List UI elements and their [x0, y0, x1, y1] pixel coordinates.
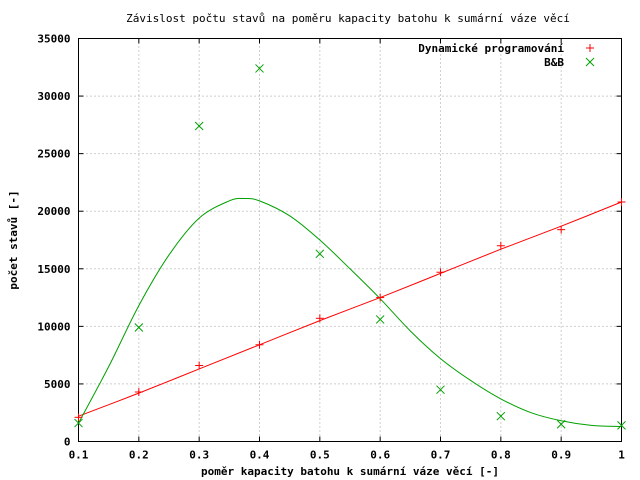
data-point-bb [255, 64, 264, 73]
fit-curve-dp [78, 201, 622, 417]
fit-curve-bb [78, 197, 622, 428]
x-tick-label: 0.7 [431, 449, 451, 462]
y-tick-label: 25000 [37, 148, 70, 161]
legend: Dynamické programování B&B [418, 42, 595, 69]
data-point-bb [315, 249, 325, 259]
marker-stroke [255, 64, 264, 73]
data-point-dp [436, 268, 445, 277]
marker-stroke [496, 411, 506, 421]
x-tick-label: 0.2 [129, 449, 149, 462]
data-point-dp [74, 413, 83, 422]
x-tick-label: 0.1 [69, 449, 89, 462]
x-tick-label: 1 [618, 449, 625, 462]
plot-frame [78, 38, 622, 442]
data-point-bb [496, 411, 506, 421]
legend-marker-glyph [586, 44, 594, 52]
x-tick-label: 0.4 [250, 449, 270, 462]
y-tick-label: 10000 [37, 320, 70, 333]
marker-stroke [194, 121, 204, 131]
data-point-bb [194, 121, 204, 131]
y-tick-label: 35000 [37, 33, 70, 46]
axis-ticks: 0.1 0.2 0.3 0.4 0.5 0.6 0.7 0.8 0.9 1 0 5000 10000 15… [37, 33, 625, 462]
data-point-dp [195, 361, 204, 370]
data-points [74, 64, 626, 430]
marker-stroke [74, 418, 83, 428]
data-point-dp [134, 387, 143, 396]
y-axis-label: počet stavů [-] [7, 190, 20, 289]
y-tick-label: 15000 [37, 263, 70, 276]
legend-marker-dp [586, 44, 594, 52]
data-point-dp [255, 340, 264, 349]
legend-marker-bb [585, 57, 595, 67]
marker-stroke [134, 323, 144, 332]
fit-curves [78, 197, 622, 428]
grid [78, 38, 622, 442]
marker-stroke [315, 249, 325, 259]
marker-stroke [556, 419, 566, 429]
x-tick-label: 0.3 [189, 449, 209, 462]
data-point-bb [375, 315, 385, 324]
marker-stroke [375, 315, 385, 324]
legend-label-bb: B&B [544, 56, 564, 69]
marker-stroke [436, 385, 445, 395]
data-point-bb [436, 385, 445, 395]
marker-stroke [617, 421, 626, 430]
y-tick-label: 0 [64, 436, 71, 449]
x-tick-label: 0.6 [370, 449, 390, 462]
legend-marker-glyph [585, 57, 595, 67]
x-tick-label: 0.8 [491, 449, 511, 462]
y-tick-label: 20000 [37, 205, 70, 218]
marker-stroke [585, 57, 595, 67]
data-point-dp [376, 293, 385, 302]
x-tick-label: 0.9 [551, 449, 571, 462]
legend-label-dp: Dynamické programování [418, 42, 564, 55]
data-point-dp [315, 314, 324, 323]
data-point-dp [617, 198, 626, 207]
x-axis-label: poměr kapacity batohu k sumární váze věc… [201, 465, 499, 478]
y-tick-label: 30000 [37, 90, 70, 103]
data-point-bb [617, 421, 626, 430]
data-point-bb [74, 418, 83, 428]
data-point-bb [556, 419, 566, 429]
x-tick-label: 0.5 [310, 449, 330, 462]
y-tick-label: 5000 [44, 378, 71, 391]
data-point-dp [496, 241, 505, 250]
data-point-dp [557, 225, 566, 234]
data-point-bb [134, 323, 144, 332]
chart-title: Závislost počtu stavů na poměru kapacity… [126, 12, 570, 25]
